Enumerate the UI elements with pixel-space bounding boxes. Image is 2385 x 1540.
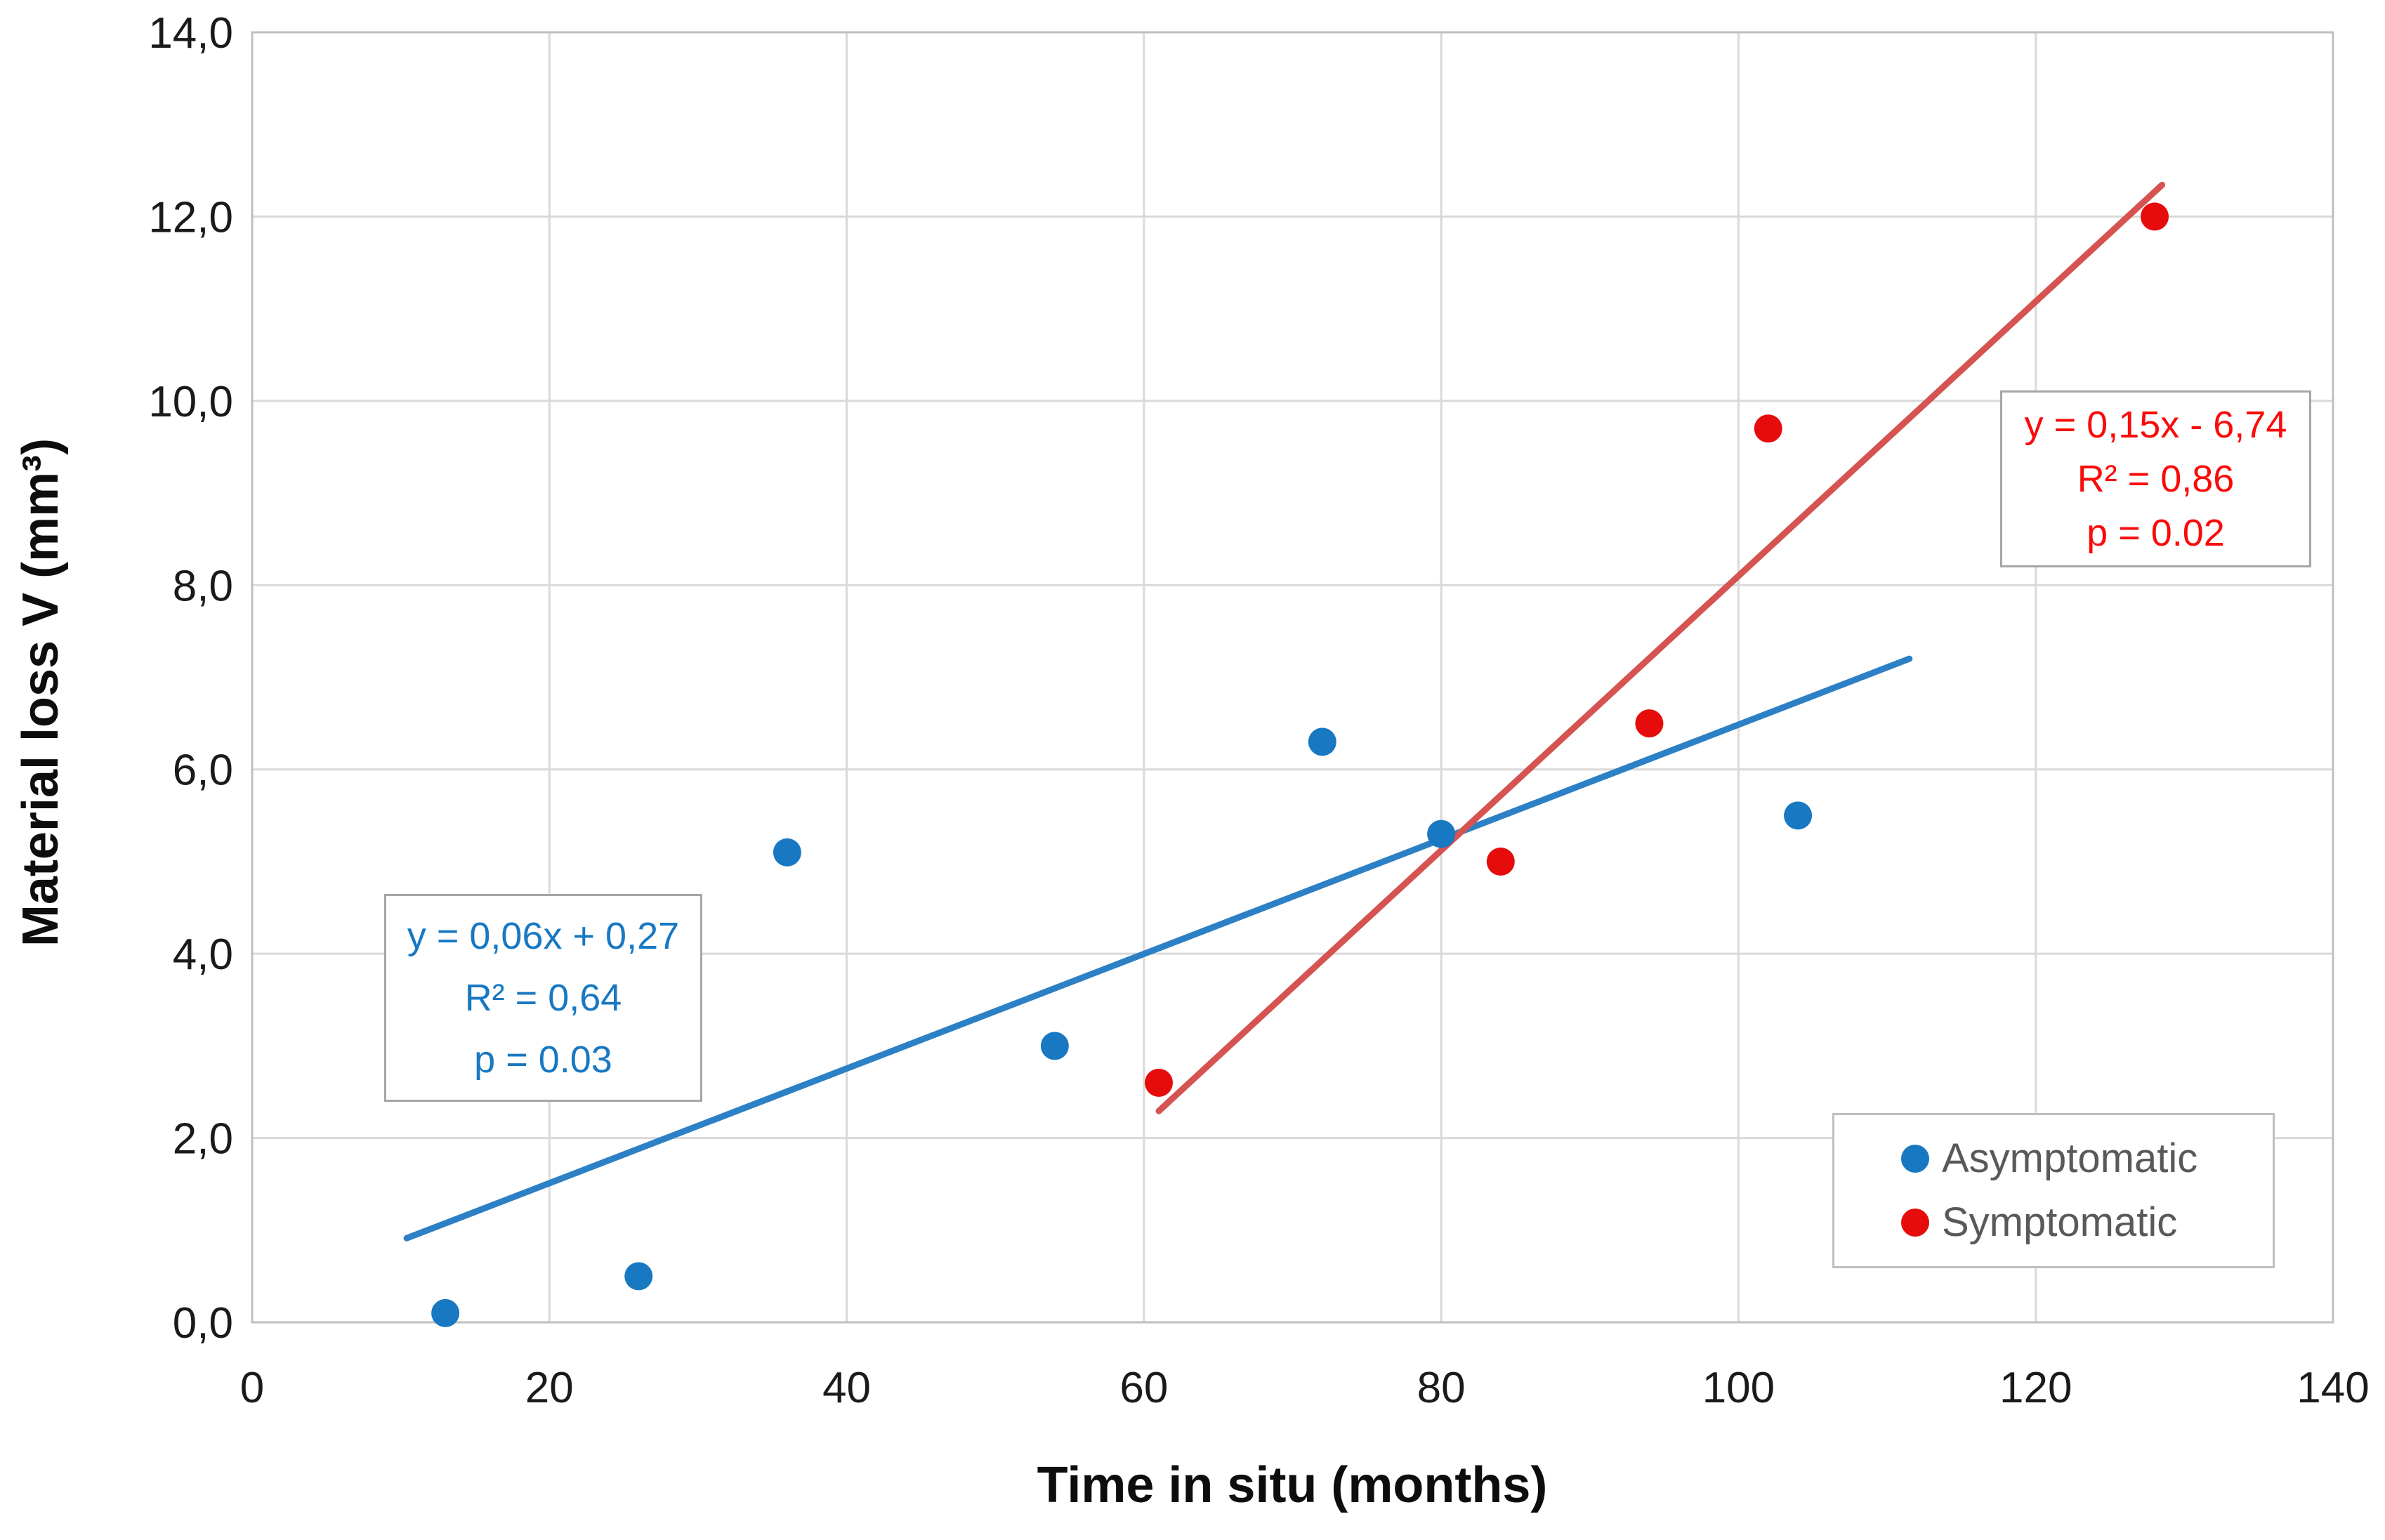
x-axis-title: Time in situ (months) — [1037, 1457, 1548, 1513]
trendline-symptomatic — [1155, 181, 2166, 1114]
regression-p-value: p = 0.03 — [474, 1039, 612, 1081]
data-point-asymptomatic — [1784, 801, 1813, 830]
y-tick-label: 8,0 — [173, 562, 233, 610]
y-tick-label: 0,0 — [173, 1299, 233, 1348]
data-point-asymptomatic — [1427, 820, 1456, 848]
regression-p-value: p = 0.02 — [2087, 512, 2225, 554]
legend-marker-icon — [1901, 1145, 1929, 1173]
y-tick-label: 14,0 — [148, 9, 233, 58]
regression-annotation-asymptomatic: y = 0,06x + 0,27 R² = 0,64 p = 0.03 — [384, 894, 702, 1102]
x-tick-label: 100 — [1702, 1364, 1775, 1412]
data-point-symptomatic — [1145, 1068, 1174, 1097]
y-tick-label: 12,0 — [148, 193, 233, 242]
y-tick-label: 4,0 — [173, 930, 233, 979]
data-point-asymptomatic — [1040, 1032, 1069, 1060]
plot-border — [251, 31, 2334, 1324]
legend-label: Asymptomatic — [1942, 1136, 2198, 1181]
regression-annotation-symptomatic: y = 0,15x - 6,74 R² = 0,86 p = 0.02 — [2000, 390, 2311, 567]
trendline-asymptomatic — [403, 655, 1913, 1242]
regression-equation: y = 0,15x - 6,74 — [2024, 404, 2287, 446]
y-tick-label: 6,0 — [173, 746, 233, 795]
x-tick-label: 0 — [240, 1364, 264, 1412]
x-tick-label: 120 — [1999, 1364, 2072, 1412]
y-tick-label: 10,0 — [148, 378, 233, 426]
regression-r-squared: R² = 0,64 — [464, 977, 622, 1019]
data-point-symptomatic — [2141, 202, 2169, 231]
x-tick-label: 20 — [525, 1364, 574, 1412]
regression-r-squared: R² = 0,86 — [2077, 458, 2235, 500]
data-point-symptomatic — [1635, 709, 1664, 738]
legend: Asymptomatic Symptomatic — [1832, 1113, 2275, 1268]
data-point-asymptomatic — [431, 1298, 460, 1327]
regression-equation: y = 0,06x + 0,27 — [407, 915, 680, 957]
data-point-asymptomatic — [624, 1262, 653, 1291]
y-axis-title: Material loss V (mm³) — [13, 437, 69, 947]
data-point-symptomatic — [1754, 414, 1782, 443]
legend-label: Symptomatic — [1942, 1199, 2178, 1245]
legend-entry-symptomatic: Symptomatic — [1834, 1202, 2273, 1243]
data-point-asymptomatic — [1308, 728, 1336, 756]
x-tick-label: 80 — [1417, 1364, 1466, 1412]
y-tick-label: 2,0 — [173, 1115, 233, 1164]
data-point-symptomatic — [1486, 847, 1515, 876]
x-tick-label: 60 — [1119, 1364, 1168, 1412]
data-point-asymptomatic — [773, 838, 801, 867]
x-tick-label: 40 — [822, 1364, 871, 1412]
legend-marker-icon — [1901, 1209, 1929, 1237]
legend-entry-asymptomatic: Asymptomatic — [1834, 1138, 2273, 1179]
x-tick-label: 140 — [2297, 1364, 2369, 1412]
